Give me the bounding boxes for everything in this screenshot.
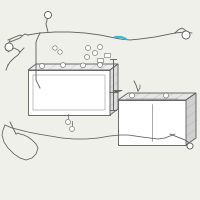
Circle shape (182, 31, 190, 39)
Bar (104, 53, 110, 57)
Polygon shape (186, 93, 196, 145)
Circle shape (70, 127, 74, 132)
Circle shape (66, 119, 70, 124)
Circle shape (98, 62, 102, 68)
Circle shape (5, 43, 13, 51)
Bar (28, 70, 110, 115)
Circle shape (58, 50, 62, 54)
Bar (33, 75, 105, 110)
Circle shape (80, 63, 86, 68)
Circle shape (92, 50, 98, 55)
Polygon shape (118, 93, 196, 100)
Circle shape (98, 45, 102, 49)
Circle shape (164, 93, 168, 98)
Polygon shape (28, 64, 118, 70)
Polygon shape (110, 64, 118, 115)
Circle shape (84, 54, 90, 60)
Circle shape (187, 143, 193, 149)
Circle shape (40, 64, 44, 68)
Bar (97, 58, 103, 62)
Circle shape (53, 46, 57, 50)
Circle shape (44, 11, 52, 19)
Bar (118, 100, 186, 145)
Circle shape (60, 62, 66, 68)
Circle shape (130, 93, 134, 98)
Circle shape (86, 46, 90, 50)
